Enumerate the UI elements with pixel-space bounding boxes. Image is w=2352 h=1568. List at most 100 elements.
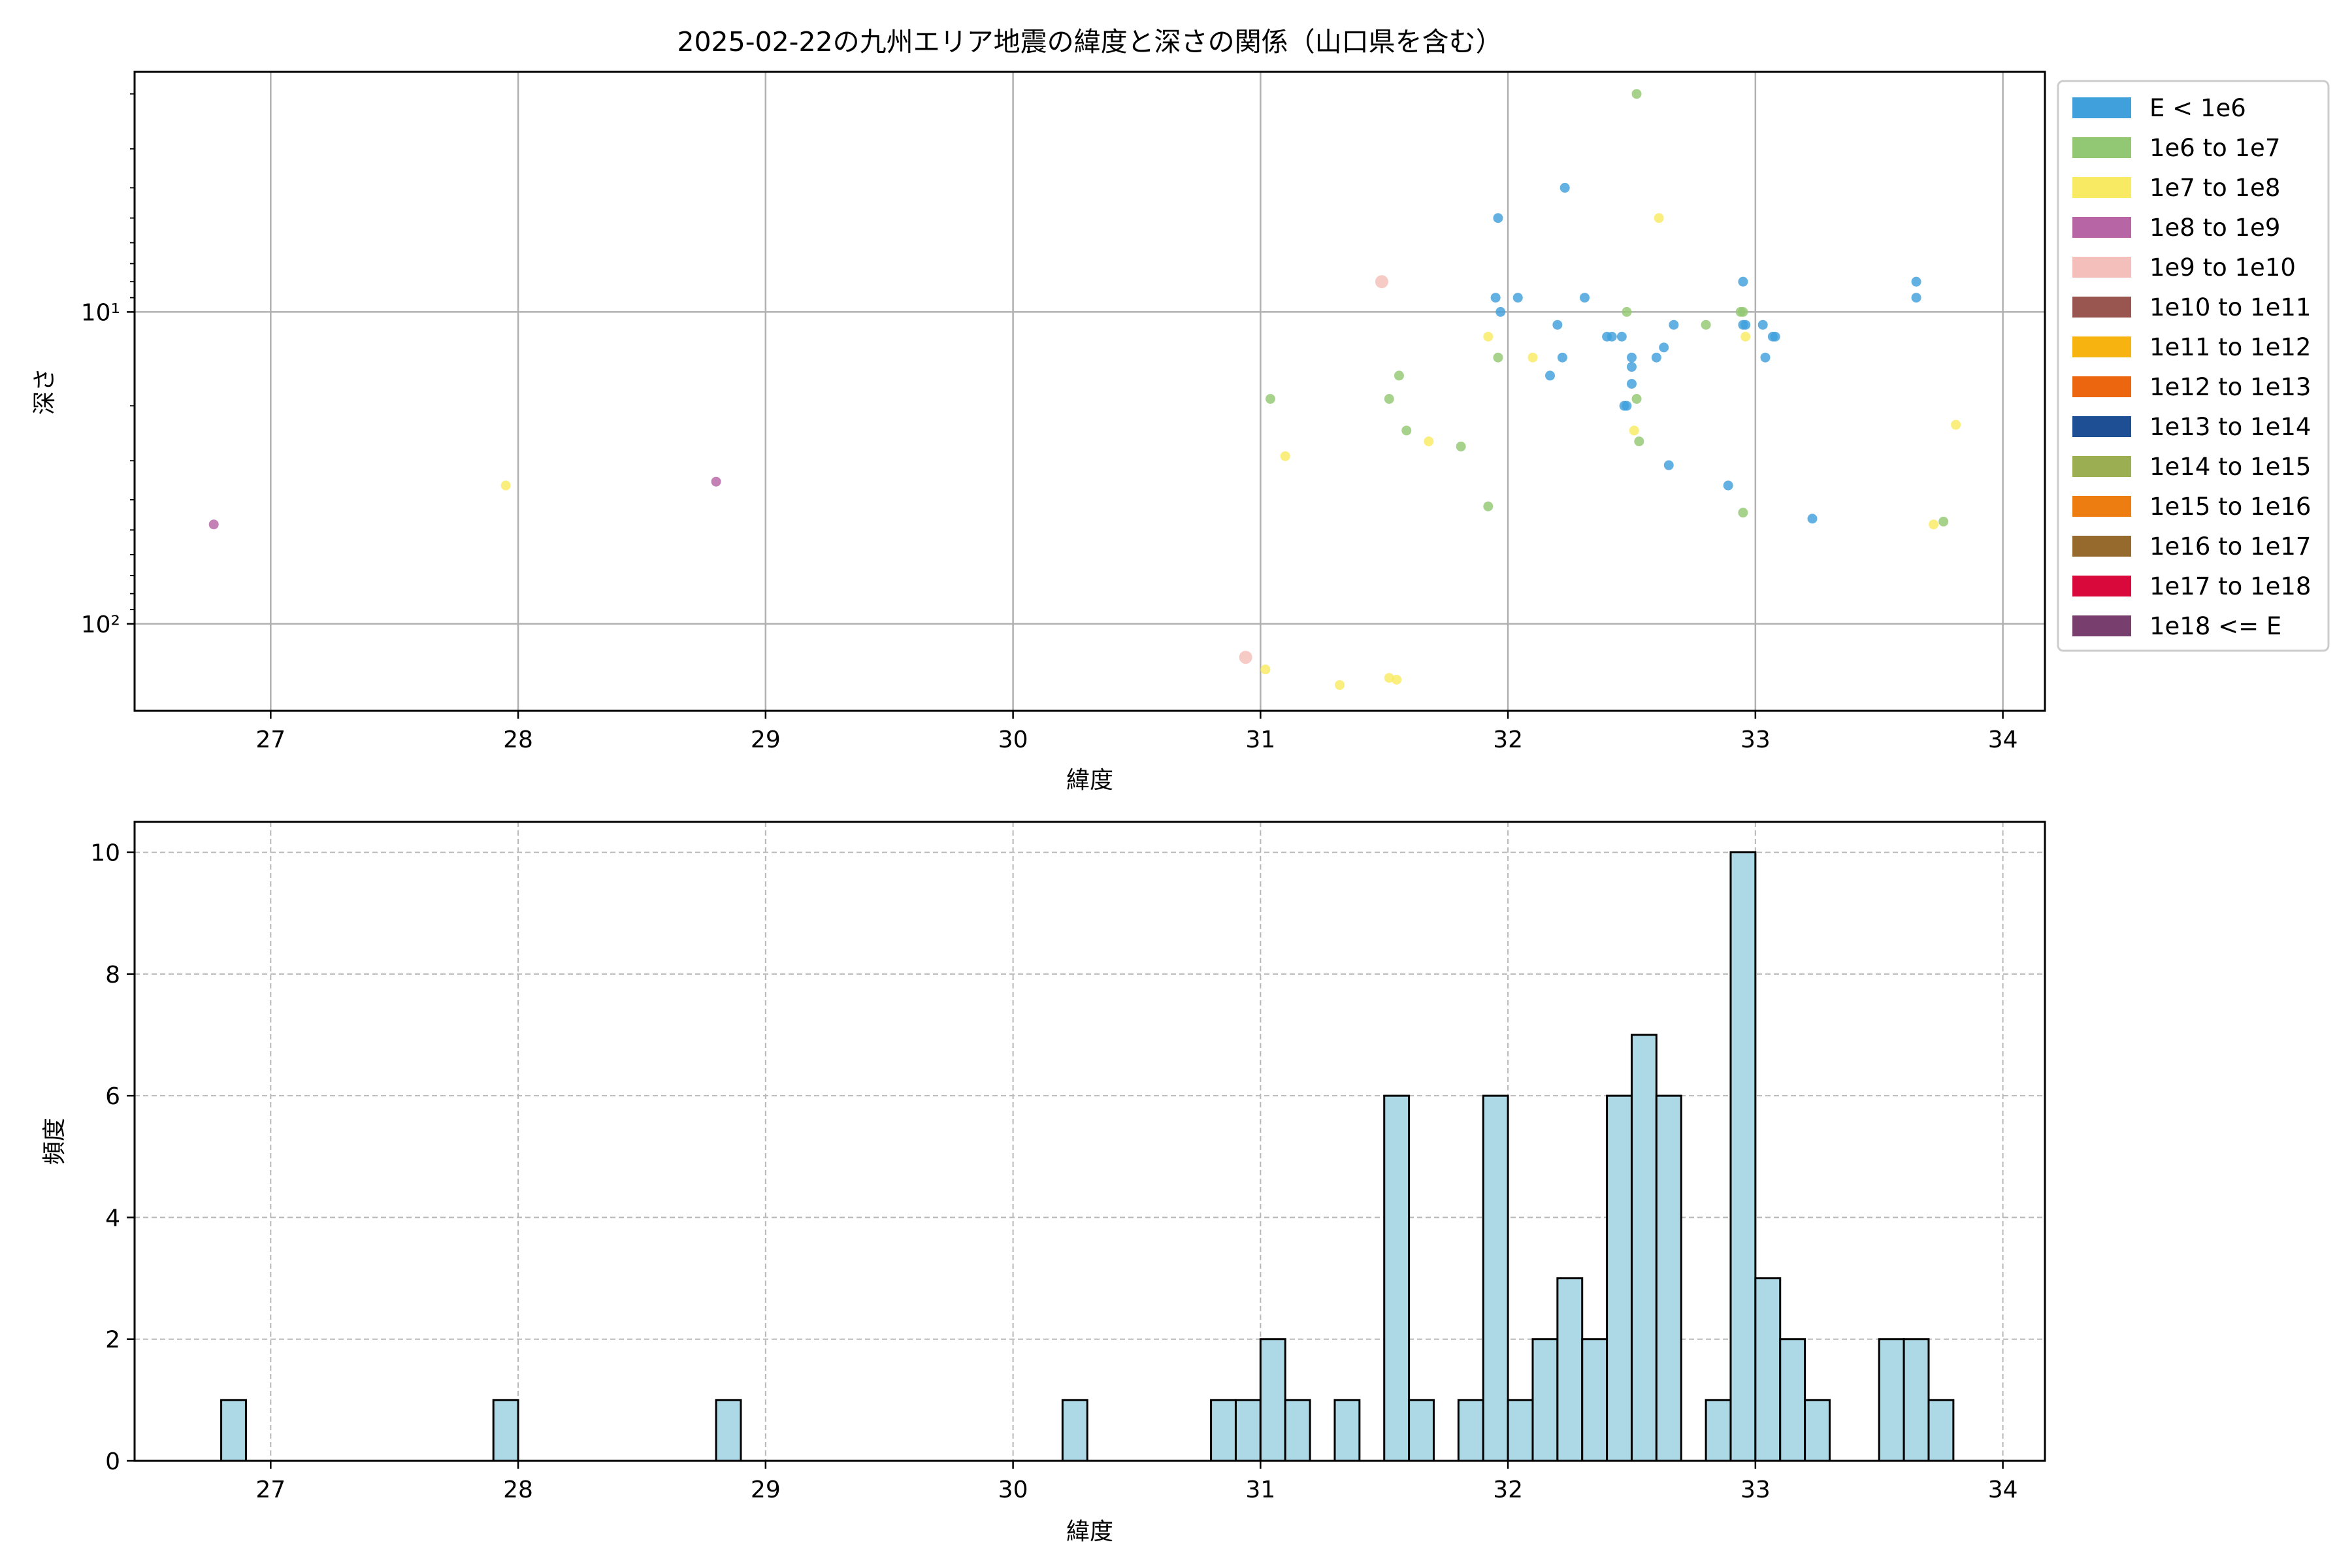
scatter-point — [1911, 293, 1921, 303]
histogram-bar — [1482, 1094, 1509, 1462]
histogram-x-ticks: 27 28 29 30 31 32 33 34 — [255, 1461, 2018, 1503]
legend-swatch — [2072, 137, 2131, 158]
scatter-point — [1663, 460, 1674, 470]
scatter-point — [1740, 331, 1751, 342]
legend-label: E < 1e6 — [2149, 94, 2246, 122]
histogram-x-tick-label: 32 — [1493, 1477, 1523, 1503]
legend-label: 1e8 to 1e9 — [2149, 214, 2280, 242]
scatter-point — [1424, 436, 1434, 447]
legend-swatch — [2072, 177, 2131, 198]
scatter-point — [1239, 651, 1252, 664]
legend-label: 1e6 to 1e7 — [2149, 134, 2280, 162]
scatter-point — [1701, 319, 1711, 330]
histogram-bar — [1903, 1338, 1930, 1462]
legend-label: 1e12 to 1e13 — [2149, 373, 2311, 401]
legend-swatch — [2072, 376, 2131, 397]
legend-label: 1e16 to 1e17 — [2149, 532, 2311, 561]
scatter-point — [1738, 306, 1748, 317]
chart-title: 2025-02-22の九州エリア地震の緯度と深さの関係（山口県を含む） — [677, 26, 1502, 57]
scatter-point — [1384, 394, 1394, 404]
scatter-point — [1738, 276, 1748, 287]
histogram-bar — [1234, 1399, 1262, 1462]
histogram-bar — [1754, 1277, 1782, 1462]
scatter-point — [208, 519, 219, 530]
scatter-point — [1493, 213, 1503, 223]
scatter-point — [1607, 331, 1617, 342]
scatter-x-tick-label: 28 — [503, 727, 533, 753]
scatter-point — [1483, 331, 1494, 342]
histogram-x-tick-label: 27 — [255, 1477, 286, 1503]
legend-label: 1e18 <= E — [2149, 612, 2281, 640]
scatter-x-tick-label: 31 — [1245, 727, 1275, 753]
scatter-point — [1757, 319, 1768, 330]
legend-swatch — [2072, 97, 2131, 118]
scatter-point — [1723, 480, 1733, 491]
histogram-y-tick-label: 2 — [105, 1327, 120, 1354]
histogram-bar — [1729, 851, 1757, 1462]
scatter-point — [1265, 394, 1275, 404]
histogram-bar — [1878, 1338, 1905, 1462]
histogram-y-tick-label: 6 — [105, 1083, 120, 1110]
legend-swatch — [2072, 416, 2131, 437]
scatter-y-ticks: 10¹ 10² — [81, 93, 135, 638]
histogram-bar — [1581, 1338, 1609, 1462]
histogram-bar — [1210, 1399, 1237, 1462]
histogram-bar — [1630, 1034, 1658, 1462]
scatter-plot-frame — [133, 71, 2046, 712]
legend-swatch — [2072, 217, 2131, 238]
scatter-point — [1394, 370, 1404, 381]
histogram-y-tick-label: 4 — [105, 1205, 120, 1232]
legend-label: 1e15 to 1e16 — [2149, 493, 2311, 521]
scatter-point — [1280, 451, 1290, 461]
histogram-bar — [1284, 1399, 1311, 1462]
scatter-point — [1527, 352, 1538, 363]
histogram-y-ticks: 0 2 4 6 8 10 — [90, 840, 135, 1475]
histogram-y-tick-label: 0 — [105, 1448, 120, 1475]
scatter-x-tick-label: 33 — [1740, 727, 1771, 753]
scatter-x-axis-label: 緯度 — [1066, 767, 1113, 794]
histogram-bar — [1655, 1094, 1682, 1462]
scatter-point — [1634, 436, 1644, 447]
scatter-x-tick-label: 29 — [751, 727, 781, 753]
scatter-point — [1740, 319, 1751, 330]
legend-swatch — [2072, 336, 2131, 357]
legend-label: 1e9 to 1e10 — [2149, 253, 2296, 282]
legend-swatch — [2072, 536, 2131, 557]
scatter-point — [1738, 508, 1748, 518]
histogram-bar — [1061, 1399, 1088, 1462]
histogram-bar — [1556, 1277, 1584, 1462]
scatter-chart: 2025-02-22の九州エリア地震の緯度と深さの関係（山口県を含む） 27 28… — [31, 26, 2330, 794]
scatter-point — [1375, 275, 1388, 289]
scatter-point — [500, 480, 511, 491]
legend-swatch — [2072, 257, 2131, 278]
scatter-point — [1938, 516, 1949, 527]
scatter-point — [1335, 679, 1345, 690]
scatter-point — [1629, 425, 1639, 436]
scatter-point — [1626, 362, 1637, 372]
histogram-x-tick-label: 34 — [1988, 1477, 2018, 1503]
scatter-point — [1760, 352, 1771, 363]
histogram-x-tick-label: 30 — [998, 1477, 1028, 1503]
histogram-bar — [715, 1399, 742, 1462]
scatter-point — [1552, 319, 1563, 330]
scatter-x-ticks: 27 28 29 30 31 32 33 34 — [255, 711, 2018, 753]
scatter-point — [1557, 352, 1567, 363]
histogram-x-tick-label: 33 — [1740, 1477, 1771, 1503]
scatter-point — [711, 476, 721, 487]
histogram-x-tick-label: 28 — [503, 1477, 533, 1503]
legend-swatch — [2072, 496, 2131, 517]
scatter-point — [1807, 514, 1818, 524]
histogram-y-axis-label: 頻度 — [41, 1118, 68, 1165]
scatter-point — [1401, 425, 1412, 436]
histogram-bars — [220, 851, 1955, 1462]
histogram-x-axis-label: 緯度 — [1066, 1518, 1113, 1545]
histogram-bar — [1408, 1399, 1435, 1462]
histogram-bar — [1333, 1399, 1361, 1462]
scatter-point — [1669, 319, 1679, 330]
scatter-point — [1659, 342, 1669, 353]
histogram-bar — [1606, 1094, 1633, 1462]
histogram-bar — [1779, 1338, 1806, 1462]
scatter-point — [1560, 182, 1570, 193]
legend-label: 1e17 to 1e18 — [2149, 572, 2311, 600]
